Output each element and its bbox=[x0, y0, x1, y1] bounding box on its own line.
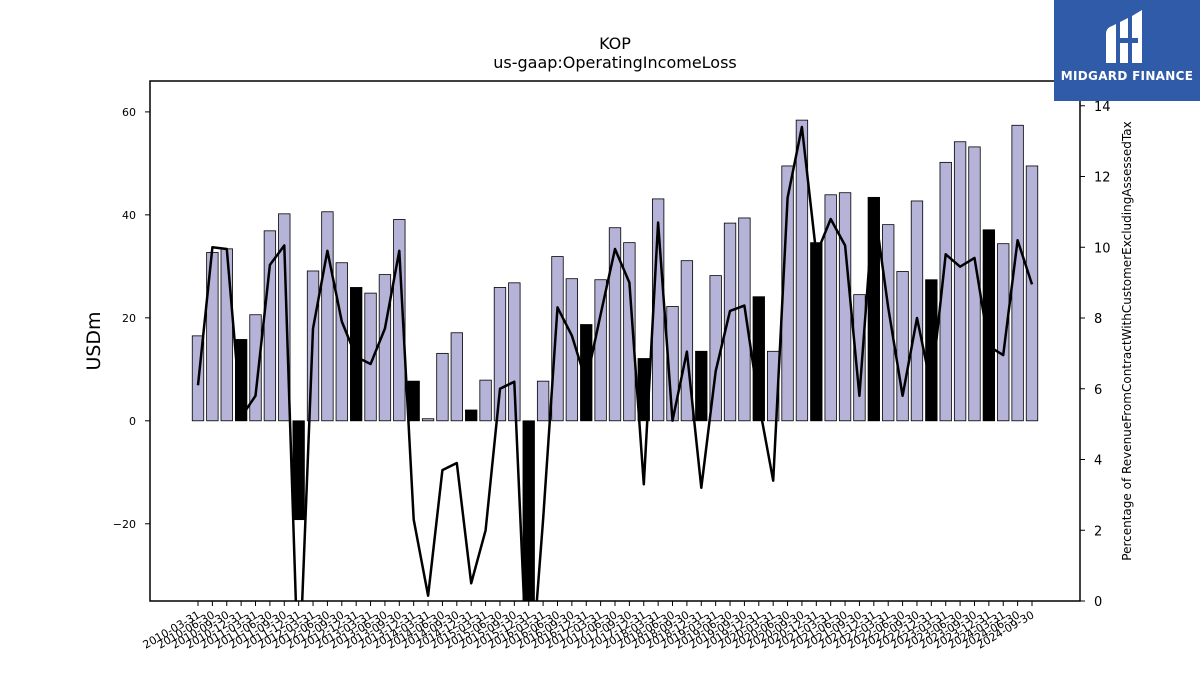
bar-42 bbox=[795, 119, 809, 422]
bar-52 bbox=[939, 161, 952, 422]
bar-55 bbox=[982, 229, 996, 422]
bar-35 bbox=[695, 350, 708, 422]
bar-26 bbox=[565, 278, 579, 422]
y2-tick-label: 10 bbox=[1094, 241, 1111, 256]
bar-13 bbox=[378, 274, 392, 422]
logo-mark-icon bbox=[1106, 10, 1142, 63]
y-tick-label: 40 bbox=[122, 209, 136, 222]
y-axis-right: 0 2 4 6 8 10 12 14 bbox=[1080, 100, 1111, 610]
bar-20 bbox=[479, 379, 492, 422]
bar-14 bbox=[393, 219, 406, 422]
y2-tick-label: 12 bbox=[1094, 171, 1111, 186]
y2-tick-label: 2 bbox=[1094, 524, 1102, 539]
bar-7 bbox=[292, 420, 305, 521]
bar-4 bbox=[249, 314, 262, 422]
chart-subtitle: us-gaap:OperatingIncomeLoss bbox=[493, 53, 737, 72]
bar-53 bbox=[953, 141, 967, 422]
bar-16 bbox=[421, 418, 435, 422]
bar-30 bbox=[623, 242, 636, 422]
bar-48 bbox=[882, 224, 895, 422]
bar-51 bbox=[925, 279, 938, 422]
bar-15 bbox=[407, 380, 420, 422]
y-axis-left: −20 0 20 40 60 bbox=[113, 106, 150, 531]
bar-3 bbox=[234, 339, 248, 422]
chart-title: KOP bbox=[599, 34, 631, 53]
percentage-line bbox=[196, 125, 1034, 601]
bar-9 bbox=[321, 211, 334, 422]
y2-tick-label: 8 bbox=[1094, 312, 1102, 327]
bar-57 bbox=[1011, 124, 1024, 422]
y-tick-label: 0 bbox=[129, 415, 136, 428]
bar-10 bbox=[335, 262, 348, 422]
bar-45 bbox=[838, 192, 852, 422]
x-axis: 2010-03-312010-06-302010-09-302010-12-31… bbox=[141, 601, 1037, 652]
bar-58 bbox=[1025, 165, 1039, 422]
y2-tick-label: 14 bbox=[1094, 100, 1111, 115]
bar-28 bbox=[594, 279, 607, 422]
bar-17 bbox=[436, 352, 449, 422]
bar-19 bbox=[465, 409, 478, 422]
y-tick-label: 20 bbox=[122, 312, 136, 325]
bar-34 bbox=[680, 260, 694, 422]
brand-name: MIDGARD FINANCE bbox=[1060, 69, 1194, 83]
y2-tick-label: 0 bbox=[1094, 595, 1102, 610]
bar-46 bbox=[853, 294, 866, 422]
bar-54 bbox=[968, 146, 981, 422]
y2-axis-label: Percentage of RevenueFromContractWithCus… bbox=[1120, 121, 1134, 560]
bar-56 bbox=[997, 243, 1010, 422]
bar-47 bbox=[867, 196, 880, 422]
bar-49 bbox=[896, 271, 909, 422]
brand-logo: MIDGARD FINANCE bbox=[1054, 0, 1200, 101]
y2-tick-label: 4 bbox=[1094, 454, 1102, 469]
bar-22 bbox=[508, 282, 521, 422]
y-tick-label: −20 bbox=[113, 518, 136, 531]
line-series bbox=[196, 125, 1034, 601]
bar-2 bbox=[220, 248, 233, 422]
bar-18 bbox=[450, 332, 463, 422]
y-tick-label: 60 bbox=[122, 106, 136, 119]
bar-24 bbox=[536, 380, 550, 422]
bar-12 bbox=[364, 292, 377, 422]
bar-50 bbox=[910, 200, 924, 422]
bar-37 bbox=[723, 222, 737, 422]
bar-44 bbox=[824, 194, 837, 422]
bar-27 bbox=[580, 324, 593, 422]
bar-43 bbox=[810, 242, 823, 422]
bar-38 bbox=[738, 217, 751, 422]
bar-23 bbox=[522, 420, 535, 602]
bar-series bbox=[191, 119, 1039, 602]
y2-tick-label: 6 bbox=[1094, 383, 1102, 398]
bar-29 bbox=[608, 227, 622, 422]
bar-25 bbox=[551, 256, 564, 422]
bar-6 bbox=[278, 213, 291, 422]
y-axis-label: USDm bbox=[83, 311, 105, 370]
bar-21 bbox=[493, 287, 507, 422]
